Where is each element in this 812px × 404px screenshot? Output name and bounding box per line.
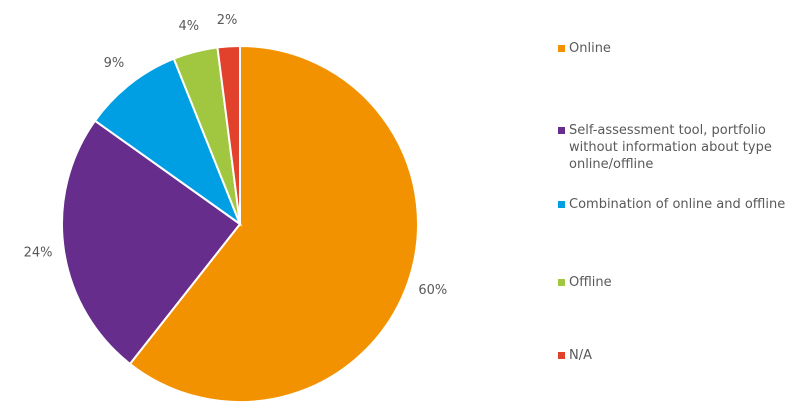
legend-swatch <box>558 45 565 52</box>
data-label: 60% <box>418 283 447 298</box>
legend-swatch <box>558 352 565 359</box>
legend-item: Online <box>558 40 808 57</box>
legend-label: Combination of online and offline <box>569 197 786 212</box>
data-label: 24% <box>24 246 53 261</box>
legend-swatch <box>558 279 565 286</box>
legend-item: Offline <box>558 274 808 291</box>
data-label: 2% <box>217 13 238 28</box>
legend-item: Combination of online and offline <box>558 196 808 213</box>
data-label: 9% <box>104 56 125 71</box>
legend-swatch <box>558 127 565 134</box>
pie-slice <box>128 44 419 403</box>
legend-swatch <box>558 201 565 208</box>
data-label: 4% <box>178 19 199 34</box>
pie-slice <box>216 44 241 225</box>
legend-item: Self-assessment tool, portfolio without … <box>558 122 808 173</box>
pie-slice <box>61 119 242 366</box>
legend-label: Self-assessment tool, portfolio without … <box>569 123 772 172</box>
legend-label: Online <box>569 41 611 56</box>
legend-item: N/A <box>558 347 808 364</box>
pie-slice <box>93 57 243 227</box>
legend-label: Offline <box>569 275 612 290</box>
legend-label: N/A <box>569 348 592 363</box>
